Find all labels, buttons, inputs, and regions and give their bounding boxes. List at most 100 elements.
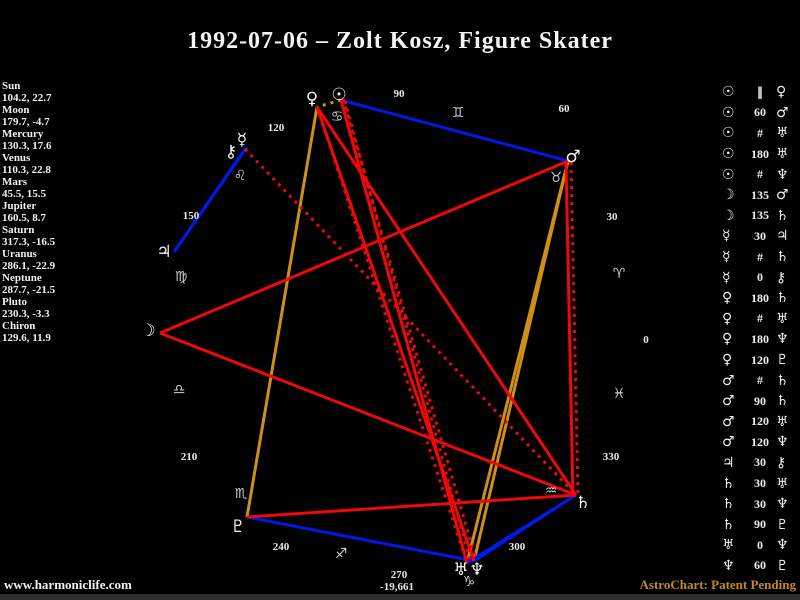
planet-icon-mars: ♂ (722, 413, 735, 430)
degree-label: 210 (180, 451, 198, 463)
planet-icon-mars: ♂ (776, 104, 789, 121)
aspect-value: 180 (751, 146, 769, 161)
degree-label: 300 (508, 541, 526, 553)
aspect-value: 90 (754, 393, 766, 408)
degree-label: 240 (272, 541, 290, 553)
aspect-line (472, 160, 570, 562)
planet-icon-chiron: ⚷ (224, 142, 238, 162)
planet-icon-saturn: ♄ (722, 475, 735, 492)
planet-icon-saturn: ♄ (776, 372, 789, 389)
aspect-row: ♄ 90 ♇ (722, 514, 798, 535)
aspect-value: 135 (751, 187, 769, 202)
planet-position-list: Sun 104.2, 22.7 Moon 179.7, -4.7 Mercury 130.… (2, 80, 55, 344)
aspect-line (245, 106, 319, 518)
aspect-row: ♃ 30 ⚷ (722, 453, 798, 474)
planet-icon-sun: ☉ (722, 104, 735, 121)
aspect-value: 30 (754, 455, 766, 470)
aspect-row: ♅ 0 ♆ (722, 535, 798, 556)
planet-icon-uranus: ♅ (776, 413, 789, 430)
aspect-row: ☉ ∥ ♀ (722, 82, 798, 103)
zodiac-sign-icon: ♌ (233, 168, 247, 184)
zodiac-sign-icon: ♑ (462, 574, 476, 590)
aspect-row: ♀ 180 ♆ (722, 329, 798, 350)
planet-coordinates: 230.3, -3.3 (2, 308, 50, 320)
patent-watermark: AstroChart: Patent Pending (639, 577, 796, 592)
aspect-value: 180 (751, 331, 769, 346)
planet-name: Sun (2, 80, 21, 92)
zodiac-sign-icon: ♏ (234, 486, 248, 502)
planet-icon-jupiter: ♃ (776, 228, 789, 245)
zodiac-sign-icon: ♉ (549, 170, 563, 186)
aspect-value: 90 (754, 517, 766, 532)
zodiac-sign-icon: ♒ (544, 483, 558, 499)
bottom-bar (0, 594, 800, 600)
planet-icon-moon: ☽ (140, 321, 156, 341)
planet-icon-neptune: ♆ (776, 166, 789, 183)
planet-name: Neptune (2, 272, 42, 284)
aspect-list: ☉ ∥ ♀ ☉ 60 ♂ ☉ # ♅ ☉ 180 ♅ ☉ # ♆ ☽ 135 ♂ ☽ 135 ♄ ☿ 30 ♃ ☿ # ♄ ☿ 0 ⚷ ♀ 1… (722, 82, 798, 576)
aspect-line (315, 106, 578, 496)
aspect-row: ♀ # ♅ (722, 309, 798, 330)
planet-icon-moon: ☽ (722, 207, 735, 224)
aspect-value: ∥ (757, 84, 763, 99)
aspect-value: # (757, 125, 763, 140)
planet-icon-neptune: ♆ (776, 434, 789, 451)
planet-coordinates: 287.7, -21.5 (2, 284, 56, 296)
planet-icon-uranus: ♅ (453, 560, 469, 580)
zodiac-sign-icon: ♊ (451, 105, 465, 121)
aspect-value: # (757, 373, 763, 388)
aspect-value: 30 (754, 228, 766, 243)
aspect-value: 60 (754, 558, 766, 573)
aspect-line (473, 493, 577, 563)
planet-name: Moon (2, 104, 30, 116)
chart-value-label: -19,661 (380, 581, 414, 593)
planet-icon-neptune: ♆ (776, 537, 789, 554)
zodiac-sign-icon: ♋ (330, 109, 344, 125)
degree-label: 30 (606, 211, 618, 223)
aspect-row: ☿ # ♄ (722, 247, 798, 268)
planet-icon-mercury: ☿ (722, 269, 731, 286)
aspect-row: ☿ 0 ⚷ (722, 267, 798, 288)
planet-name: Venus (2, 152, 31, 164)
aspect-row: ☉ # ♅ (722, 123, 798, 144)
planet-icon-saturn: ♄ (575, 493, 591, 513)
aspect-row: ♂ 120 ♆ (722, 432, 798, 453)
planet-icon-sun: ☉ (722, 84, 735, 101)
aspect-value: 0 (757, 537, 763, 552)
planet-icon-venus: ♀ (722, 352, 733, 369)
planet-coordinates: 317.3, -16.5 (2, 236, 56, 248)
degree-label: 330 (602, 451, 620, 463)
aspect-line (246, 515, 475, 563)
planet-icon-mars: ♂ (722, 372, 735, 389)
aspect-line (564, 162, 575, 497)
aspect-row: ♂ 90 ♄ (722, 391, 798, 412)
planet-icon-saturn: ♄ (776, 207, 789, 224)
planet-icon-pluto: ♇ (776, 557, 789, 574)
aspect-value: 120 (751, 414, 769, 429)
aspect-value: 120 (751, 352, 769, 367)
aspect-value: # (757, 311, 763, 326)
planet-icon-neptune: ♆ (776, 331, 789, 348)
planet-name: Chiron (2, 320, 36, 332)
aspect-row: ♂ # ♄ (722, 370, 798, 391)
planet-icon-uranus: ♅ (776, 475, 789, 492)
planet-icon-mars: ♂ (722, 393, 735, 410)
aspect-row: ♀ 180 ♄ (722, 288, 798, 309)
zodiac-sign-icon: ♍ (174, 269, 188, 285)
website-watermark: www.harmoniclife.com (4, 577, 132, 592)
planet-name: Saturn (2, 224, 35, 236)
aspect-row: ♀ 120 ♇ (722, 350, 798, 371)
aspect-row: ☽ 135 ♂ (722, 185, 798, 206)
aspect-row: ☉ 180 ♅ (722, 144, 798, 165)
planet-name: Jupiter (2, 200, 37, 212)
degree-label: 90 (393, 88, 405, 100)
aspect-row: ♄ 30 ♅ (722, 473, 798, 494)
planet-icon-mercury: ☿ (236, 130, 248, 150)
planet-icon-neptune: ♆ (469, 560, 485, 580)
planet-icon-venus: ♀ (776, 84, 787, 101)
planet-icon-uranus: ♅ (776, 310, 789, 327)
planet-icon-mars: ♂ (565, 147, 581, 167)
planet-icon-saturn: ♄ (722, 516, 735, 533)
